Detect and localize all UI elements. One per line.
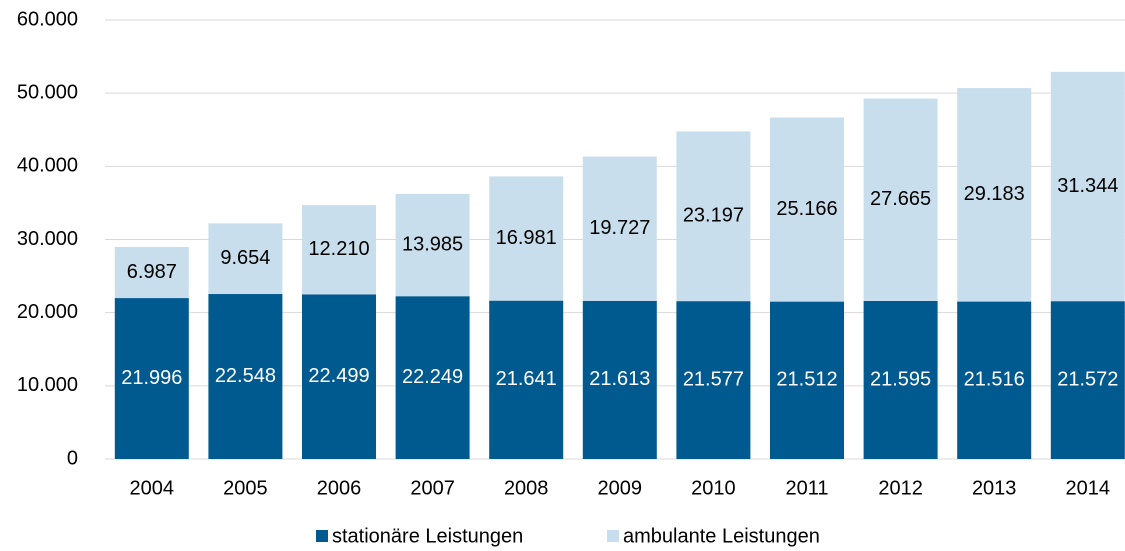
data-label: 31.344 bbox=[1057, 175, 1118, 197]
data-label: 23.197 bbox=[683, 205, 744, 227]
bar-segment bbox=[582, 156, 657, 301]
bar-segment bbox=[114, 298, 189, 459]
bar-segment bbox=[114, 246, 189, 299]
bar-segment bbox=[1050, 71, 1125, 302]
data-label: 21.572 bbox=[1057, 368, 1118, 390]
data-label: 21.595 bbox=[870, 368, 931, 390]
y-tick-label: 0 bbox=[67, 447, 78, 469]
data-label: 13.985 bbox=[402, 233, 463, 255]
bar-segment bbox=[489, 300, 564, 459]
x-tick-label: 2009 bbox=[598, 477, 643, 499]
data-label: 16.981 bbox=[496, 227, 557, 249]
data-label: 21.577 bbox=[683, 368, 744, 390]
bar-segment bbox=[770, 301, 844, 459]
data-label: 27.665 bbox=[870, 188, 931, 210]
bar-segment bbox=[395, 296, 470, 459]
data-label: 19.727 bbox=[589, 217, 650, 239]
x-tick-label: 2013 bbox=[972, 477, 1017, 499]
bar-segment bbox=[208, 294, 283, 459]
data-label: 21.512 bbox=[776, 369, 837, 391]
bar-segment bbox=[1050, 301, 1125, 459]
y-tick-label: 60.000 bbox=[17, 8, 78, 30]
data-label: 6.987 bbox=[127, 261, 177, 283]
bar-segment bbox=[676, 301, 751, 459]
y-tick-label: 40.000 bbox=[17, 155, 78, 177]
x-tick-label: 2014 bbox=[1066, 477, 1111, 499]
bar-segment bbox=[208, 223, 283, 295]
data-label: 22.499 bbox=[308, 365, 369, 387]
x-tick-label: 2008 bbox=[504, 477, 549, 499]
bar-segment bbox=[302, 294, 376, 459]
data-label: 21.996 bbox=[121, 367, 182, 389]
bar-segment bbox=[957, 88, 1032, 302]
data-label: 12.210 bbox=[308, 238, 369, 260]
x-tick-label: 2004 bbox=[130, 477, 175, 499]
x-tick-label: 2006 bbox=[317, 477, 362, 499]
data-label: 9.654 bbox=[220, 247, 270, 269]
x-tick-label: 2005 bbox=[223, 477, 268, 499]
legend-label: stationäre Leistungen bbox=[332, 525, 523, 547]
bar-segment bbox=[676, 131, 751, 302]
data-label: 25.166 bbox=[776, 198, 837, 220]
data-label: 22.548 bbox=[215, 365, 276, 387]
bar-segment bbox=[863, 300, 938, 459]
y-tick-label: 10.000 bbox=[17, 374, 78, 396]
y-tick-label: 50.000 bbox=[17, 81, 78, 103]
bar-segment bbox=[770, 117, 844, 302]
y-tick-label: 30.000 bbox=[17, 228, 78, 250]
bar-segment bbox=[863, 98, 938, 301]
bar-segment bbox=[582, 300, 657, 459]
y-tick-label: 20.000 bbox=[17, 301, 78, 323]
bar-segment bbox=[395, 193, 470, 297]
data-label: 21.613 bbox=[589, 368, 650, 390]
bar-segment bbox=[302, 205, 376, 295]
bar-segment bbox=[957, 301, 1032, 459]
x-tick-label: 2010 bbox=[691, 477, 736, 499]
bar-segment bbox=[489, 176, 564, 301]
data-label: 29.183 bbox=[964, 183, 1025, 205]
data-label: 22.249 bbox=[402, 366, 463, 388]
x-tick-label: 2007 bbox=[410, 477, 455, 499]
data-label: 21.641 bbox=[496, 368, 557, 390]
legend-swatch bbox=[316, 530, 328, 542]
legend-swatch bbox=[607, 530, 619, 542]
x-tick-label: 2012 bbox=[878, 477, 923, 499]
data-label: 21.516 bbox=[964, 369, 1025, 391]
x-tick-label: 2011 bbox=[785, 477, 828, 499]
legend-label: ambulante Leistungen bbox=[623, 525, 820, 547]
